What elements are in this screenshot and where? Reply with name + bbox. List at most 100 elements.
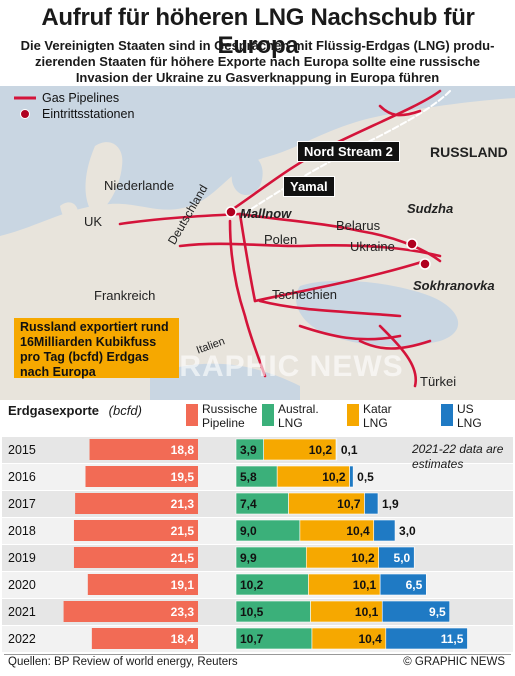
tag-nordstream: Nord Stream 2 [297, 141, 400, 162]
legend-russia: Russische Pipeline [202, 402, 257, 430]
value-label: 10,4 [346, 524, 370, 538]
bar-russian-pipeline [63, 601, 199, 622]
legend-qatar: Katar LNG [363, 402, 392, 430]
pipelines [118, 89, 451, 388]
label-niederlande: Niederlande [104, 178, 175, 193]
callout-box: Russland exportiert rund 16Milliarden Ku… [14, 318, 179, 379]
label-sokhranovka: Sokhranovka [413, 278, 495, 293]
bar-us-lng [385, 627, 468, 650]
subtitle-line: Die Vereinigten Staaten sind in Gespräch… [20, 38, 495, 53]
bar-russian-pipeline [85, 466, 198, 487]
land-mass [85, 142, 123, 216]
value-label: 10,2 [240, 578, 264, 592]
bar-us-lng [349, 465, 354, 488]
value-label: 10,2 [351, 551, 375, 565]
label-mallnow: Mallnow [240, 206, 292, 221]
legend-label: LNG [278, 416, 303, 430]
divider [4, 654, 511, 655]
bar-russian-pipeline [75, 493, 198, 514]
value-label-russia: 21,5 [171, 524, 195, 538]
value-label: 0,1 [341, 443, 358, 457]
value-label: 3,0 [399, 524, 416, 538]
year-label: 2022 [8, 632, 36, 646]
year-label: 2019 [8, 551, 36, 565]
legend-us: US LNG [457, 402, 482, 430]
watermark: GRAPHIC NEWS [155, 350, 404, 383]
year-label: 2020 [8, 578, 36, 592]
value-label-russia: 19,1 [171, 578, 195, 592]
bar-us-lng [335, 438, 338, 461]
value-label: 5,0 [394, 551, 411, 565]
subtitle-line: zierenden Staaten für höhere Exporte nac… [34, 54, 480, 69]
legend-label: Russische [202, 402, 258, 416]
page-title: Aufruf für höheren LNG Nachschub für Eur… [41, 4, 475, 59]
value-label: 9,9 [240, 551, 257, 565]
value-label: 10,5 [240, 605, 264, 619]
legend-label: Pipeline [202, 416, 245, 430]
value-label: 9,0 [240, 524, 257, 538]
value-label-russia: 21,5 [171, 551, 195, 565]
label-russland: RUSSLAND [430, 144, 508, 160]
label-tschechien: Tschechien [272, 287, 338, 302]
chart-unit: (bcfd) [108, 403, 142, 418]
legend-swatch-us [441, 404, 453, 426]
value-label: 10,1 [353, 578, 377, 592]
legend-pipelines-label: Gas Pipelines [42, 91, 120, 105]
legend-pipelines: Gas Pipelines [14, 90, 134, 106]
year-label: 2016 [8, 470, 36, 484]
credit: © GRAPHIC NEWS [403, 656, 505, 668]
bar-russian-pipeline [73, 547, 198, 568]
legend-swatch-australia [262, 404, 274, 426]
year-label: 2015 [8, 443, 36, 457]
value-label: 9,5 [429, 605, 446, 619]
bar-russian-pipeline [89, 439, 198, 460]
value-label: 1,9 [382, 497, 399, 511]
value-label: 3,9 [240, 443, 257, 457]
legend-label: LNG [363, 416, 388, 430]
label-tuerkei: Türkei [420, 374, 457, 389]
sea [230, 152, 263, 196]
station-dot-icon [20, 109, 30, 119]
value-label-russia: 18,8 [171, 443, 195, 457]
bar-us-lng [381, 600, 451, 623]
bar-us-lng [379, 573, 427, 596]
legend-label: US [457, 402, 474, 416]
entry-stations [225, 206, 431, 270]
pipeline-line-icon [14, 96, 36, 100]
chart-title: Erdgasexporte [8, 403, 100, 418]
value-label: 7,4 [240, 497, 257, 511]
subtitle-line: Invasion der Ukraine zu Gasverknappung i… [75, 70, 440, 85]
sources: Quellen: BP Review of world energy, Reut… [8, 656, 238, 668]
estimate-note: 2021-22 data are estimates [412, 442, 504, 471]
value-label-russia: 18,4 [171, 632, 195, 646]
legend-swatch-qatar [347, 404, 359, 426]
label-polen: Polen [264, 232, 298, 247]
year-label: 2017 [8, 497, 36, 511]
bar-us-lng [364, 492, 379, 515]
legend-australia: Austral. LNG [278, 402, 319, 430]
value-label-russia: 23,3 [171, 605, 195, 619]
bar-us-lng [378, 546, 415, 569]
tag-yamal: Yamal [283, 176, 335, 197]
year-label: 2018 [8, 524, 36, 538]
page-subtitle: Die Vereinigten Staaten sind in Gespräch… [4, 38, 511, 86]
legend-swatch-russia [186, 404, 198, 426]
legend-label: Katar [363, 402, 392, 416]
label-frankreich: Frankreich [94, 288, 156, 303]
value-label: 5,8 [240, 470, 257, 484]
value-label: 10,7 [240, 632, 264, 646]
land-mass [60, 202, 79, 223]
value-label: 10,1 [355, 605, 379, 619]
value-label-russia: 19,5 [171, 470, 195, 484]
label-belarus: Belarus [336, 218, 381, 233]
legend-label: LNG [457, 416, 482, 430]
value-label: 11,5 [441, 632, 464, 646]
bar-russian-pipeline [73, 520, 198, 541]
exports-bar-chart: 2015 18,8 3,9 10,2 0,1 2016 19,5 5,8 10,2 0,5 2017… [2, 437, 513, 652]
chart-heading: Erdgasexporte (bcfd) [8, 403, 142, 418]
legend-stations-label: Eintrittsstationen [42, 107, 135, 121]
year-label: 2021 [8, 605, 36, 619]
bar-us-lng [373, 519, 396, 542]
legend-label: Austral. [278, 402, 319, 416]
map-legend: Gas Pipelines Eintrittsstationen [14, 90, 134, 122]
